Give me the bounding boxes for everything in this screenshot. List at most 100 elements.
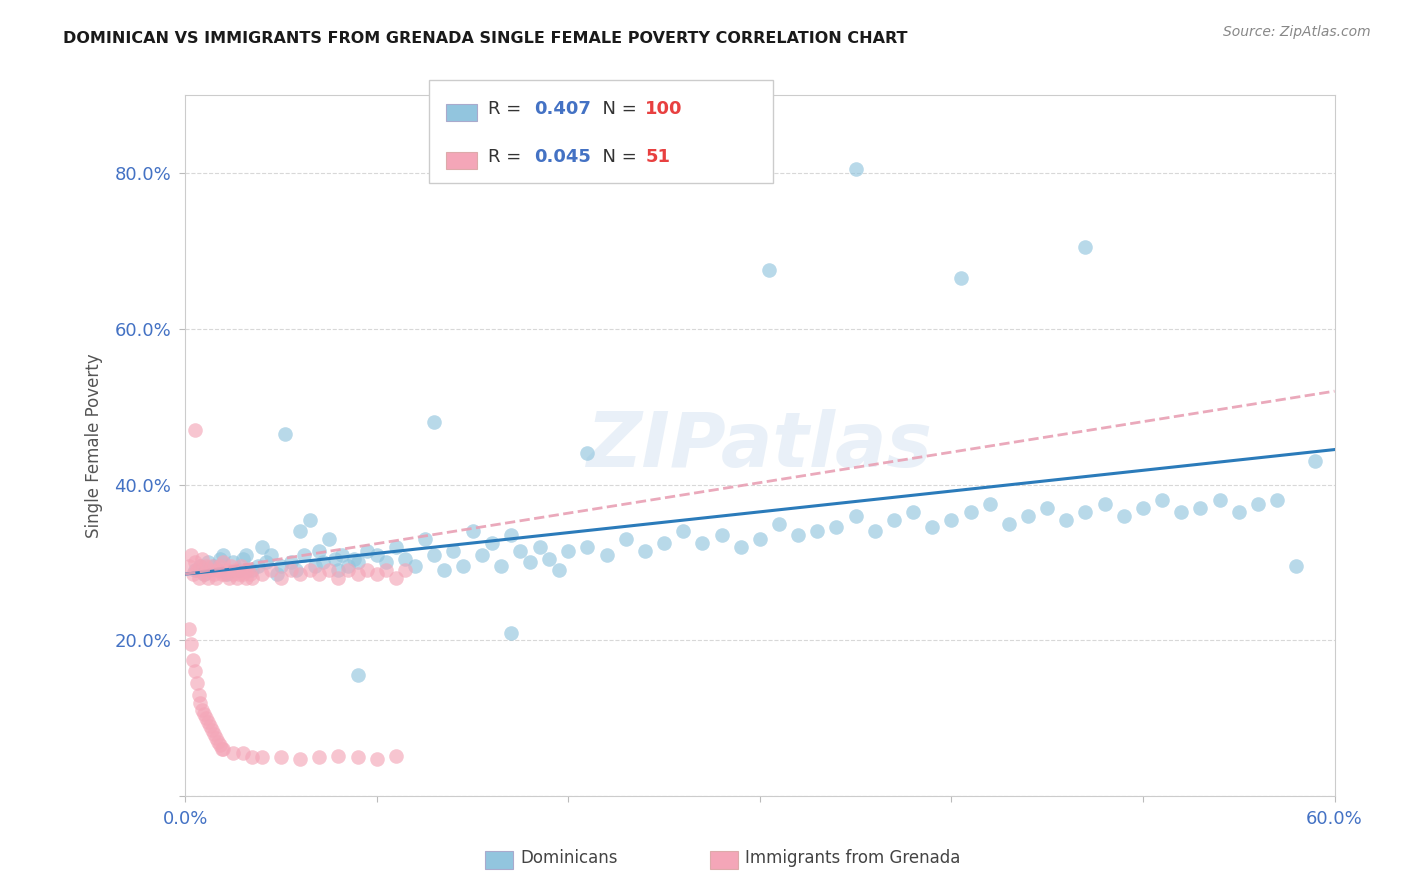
Text: DOMINICAN VS IMMIGRANTS FROM GRENADA SINGLE FEMALE POVERTY CORRELATION CHART: DOMINICAN VS IMMIGRANTS FROM GRENADA SIN… bbox=[63, 31, 908, 46]
Point bbox=[285, 563, 308, 577]
Point bbox=[181, 567, 204, 582]
Point bbox=[184, 665, 207, 679]
Point bbox=[181, 653, 204, 667]
Point bbox=[280, 563, 302, 577]
Point bbox=[312, 556, 335, 570]
Point bbox=[394, 563, 416, 577]
Point bbox=[499, 625, 522, 640]
Point bbox=[491, 559, 513, 574]
Point bbox=[1247, 497, 1270, 511]
Point bbox=[195, 559, 218, 574]
Point bbox=[337, 563, 360, 577]
Point bbox=[197, 556, 219, 570]
Point bbox=[1054, 513, 1077, 527]
Point bbox=[323, 551, 346, 566]
Point bbox=[232, 746, 254, 760]
Point bbox=[218, 571, 240, 585]
Point bbox=[547, 563, 569, 577]
Text: 0.407: 0.407 bbox=[534, 100, 591, 118]
Point bbox=[451, 559, 474, 574]
Point bbox=[413, 532, 436, 546]
Point bbox=[471, 548, 494, 562]
Point bbox=[330, 548, 353, 562]
Point bbox=[304, 559, 326, 574]
Point bbox=[197, 715, 219, 730]
Text: 51: 51 bbox=[645, 148, 671, 166]
Point bbox=[538, 551, 561, 566]
Point bbox=[240, 750, 263, 764]
Point bbox=[318, 563, 340, 577]
Point bbox=[208, 739, 231, 753]
Point bbox=[193, 567, 215, 582]
Point bbox=[787, 528, 810, 542]
Point bbox=[356, 543, 378, 558]
Text: 0.045: 0.045 bbox=[534, 148, 591, 166]
Point bbox=[652, 536, 675, 550]
Point bbox=[184, 563, 207, 577]
Point bbox=[214, 567, 236, 582]
Point bbox=[298, 563, 321, 577]
Point bbox=[180, 548, 202, 562]
Point bbox=[806, 524, 828, 539]
Point bbox=[254, 556, 277, 570]
Point bbox=[346, 750, 368, 764]
Point bbox=[883, 513, 905, 527]
Point bbox=[186, 563, 208, 577]
Point bbox=[193, 567, 215, 582]
Point bbox=[205, 731, 228, 745]
Point bbox=[270, 750, 292, 764]
Point bbox=[228, 563, 250, 577]
Point bbox=[423, 415, 446, 429]
Point bbox=[404, 559, 426, 574]
Point bbox=[202, 559, 225, 574]
Point bbox=[292, 548, 315, 562]
Text: Dominicans: Dominicans bbox=[520, 849, 617, 867]
Point bbox=[232, 551, 254, 566]
Point bbox=[730, 540, 752, 554]
Point bbox=[211, 742, 233, 756]
Point bbox=[845, 162, 868, 177]
Point bbox=[959, 505, 981, 519]
Point bbox=[710, 528, 733, 542]
Point bbox=[845, 508, 868, 523]
Text: R =: R = bbox=[488, 100, 527, 118]
Point bbox=[224, 563, 246, 577]
Point bbox=[212, 556, 235, 570]
Point bbox=[240, 563, 263, 577]
Point bbox=[825, 520, 848, 534]
Point bbox=[998, 516, 1021, 531]
Point bbox=[576, 446, 599, 460]
Point bbox=[921, 520, 943, 534]
Point bbox=[260, 563, 283, 577]
Point bbox=[298, 513, 321, 527]
Point bbox=[228, 567, 250, 582]
Point bbox=[346, 668, 368, 682]
Point bbox=[979, 497, 1001, 511]
Point bbox=[308, 543, 330, 558]
Point bbox=[270, 571, 292, 585]
Point bbox=[423, 548, 446, 562]
Point bbox=[1265, 493, 1288, 508]
Point bbox=[441, 543, 464, 558]
Point bbox=[280, 556, 302, 570]
Point bbox=[202, 567, 225, 582]
Point bbox=[375, 563, 398, 577]
Point bbox=[768, 516, 790, 531]
Point bbox=[1112, 508, 1135, 523]
Point bbox=[225, 571, 247, 585]
Point bbox=[202, 727, 225, 741]
Point bbox=[207, 563, 229, 577]
Point bbox=[222, 556, 245, 570]
Point bbox=[328, 563, 350, 577]
Point bbox=[941, 513, 963, 527]
Point bbox=[201, 559, 224, 574]
Point bbox=[385, 571, 408, 585]
Point bbox=[308, 750, 330, 764]
Point bbox=[266, 567, 288, 582]
Point bbox=[187, 688, 209, 702]
Point bbox=[366, 548, 388, 562]
Point bbox=[356, 563, 378, 577]
Point bbox=[308, 567, 330, 582]
Point bbox=[1208, 493, 1230, 508]
Point bbox=[191, 703, 214, 717]
